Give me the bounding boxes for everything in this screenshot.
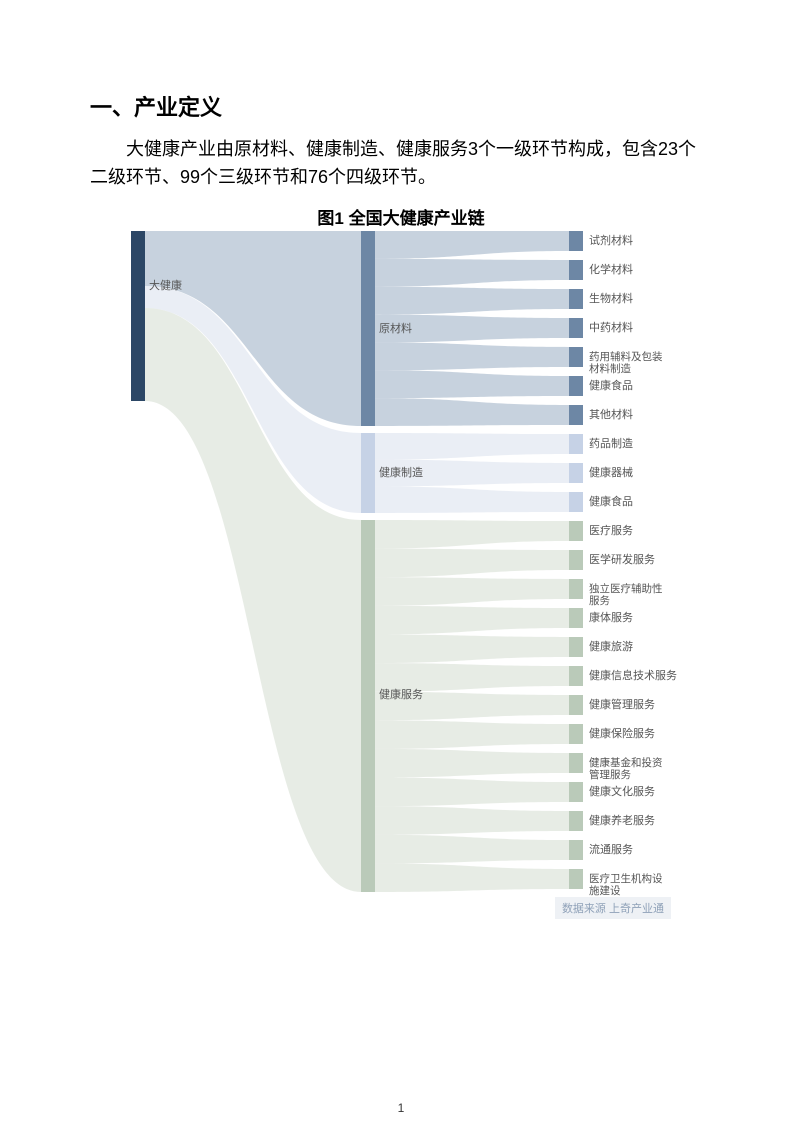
sankey-node: [569, 550, 583, 570]
sankey-chart: 大健康原材料健康制造健康服务 试剂材料化学材料生物材料中药材料药用辅料及包装材料制…: [131, 231, 671, 921]
sankey-node: [569, 231, 583, 251]
sankey-node: [569, 347, 583, 367]
sankey-node: [569, 840, 583, 860]
sankey-node: [569, 666, 583, 686]
sankey-link: [375, 720, 569, 749]
sankey-link: [375, 398, 569, 426]
sankey-node-label: 健康食品: [589, 380, 633, 393]
sankey-node: [569, 318, 583, 338]
sankey-link: [375, 370, 569, 398]
sankey-link: [375, 634, 569, 663]
sankey-node-label: 健康器械: [589, 467, 633, 480]
sankey-node-label: 康体服务: [589, 612, 633, 625]
sankey-link: [375, 577, 569, 606]
sankey-node: [569, 405, 583, 425]
sankey-node: [569, 492, 583, 512]
sankey-link: [375, 286, 569, 314]
sankey-node-label: 健康养老服务: [589, 815, 655, 828]
sankey-node-label: 大健康: [149, 280, 182, 293]
sankey-link: [375, 663, 569, 692]
sankey-link: [375, 259, 569, 287]
sankey-link: [375, 777, 569, 806]
chart-title: 图1 全国大健康产业链: [90, 204, 712, 229]
sankey-node-label: 药用辅料及包装材料制造: [589, 351, 671, 375]
sankey-node: [569, 695, 583, 715]
sankey-node-label: 健康服务: [379, 689, 423, 702]
sankey-node: [569, 260, 583, 280]
sankey-node-label: 医疗卫生机构设施建设: [589, 873, 671, 897]
sankey-link: [375, 433, 569, 460]
sankey-node-label: 其他材料: [589, 409, 633, 422]
chart-source-caption: 数据来源 上奇产业通: [555, 897, 671, 919]
sankey-node-label: 生物材料: [589, 293, 633, 306]
sankey-node: [569, 463, 583, 483]
sankey-node: [361, 433, 375, 513]
sankey-node-label: 中药材料: [589, 322, 633, 335]
sankey-node: [569, 869, 583, 889]
sankey-link: [375, 606, 569, 635]
sankey-node: [569, 289, 583, 309]
sankey-link: [375, 520, 569, 549]
sankey-node-label: 健康文化服务: [589, 786, 655, 799]
sankey-node: [569, 637, 583, 657]
sankey-node: [569, 521, 583, 541]
sankey-node-label: 试剂材料: [589, 235, 633, 248]
sankey-node: [569, 434, 583, 454]
section-heading: 一、产业定义: [90, 90, 712, 122]
sankey-link: [375, 806, 569, 835]
sankey-node: [569, 753, 583, 773]
sankey-node-label: 化学材料: [589, 264, 633, 277]
sankey-node: [569, 608, 583, 628]
sankey-node: [569, 376, 583, 396]
sankey-node-label: 健康旅游: [589, 641, 633, 654]
sankey-node: [569, 579, 583, 599]
sankey-node-label: 健康制造: [379, 467, 423, 480]
sankey-node: [361, 231, 375, 426]
sankey-node: [569, 811, 583, 831]
sankey-node-label: 健康信息技术服务: [589, 670, 677, 683]
sankey-node: [361, 520, 375, 892]
sankey-node-label: 健康保险服务: [589, 728, 655, 741]
sankey-node-label: 原材料: [379, 323, 412, 336]
sankey-node-label: 药品制造: [589, 438, 633, 451]
sankey-node-label: 医学研发服务: [589, 554, 655, 567]
sankey-node-label: 健康管理服务: [589, 699, 655, 712]
sankey-link: [375, 863, 569, 892]
page-number: 1: [0, 1101, 802, 1115]
sankey-link: [375, 486, 569, 513]
sankey-link: [375, 835, 569, 864]
sankey-node-label: 独立医疗辅助性服务: [589, 583, 671, 607]
sankey-node: [131, 231, 145, 401]
sankey-link: [375, 548, 569, 577]
sankey-node: [569, 724, 583, 744]
intro-paragraph: 大健康产业由原材料、健康制造、健康服务3个一级环节构成，包含23个二级环节、99…: [90, 136, 712, 192]
sankey-node-label: 健康基金和投资管理服务: [589, 757, 671, 781]
sankey-node-label: 医疗服务: [589, 525, 633, 538]
sankey-node-label: 流通服务: [589, 844, 633, 857]
sankey-link: [375, 231, 569, 259]
sankey-node: [569, 782, 583, 802]
sankey-link: [375, 749, 569, 778]
sankey-link: [375, 342, 569, 370]
sankey-node-label: 健康食品: [589, 496, 633, 509]
